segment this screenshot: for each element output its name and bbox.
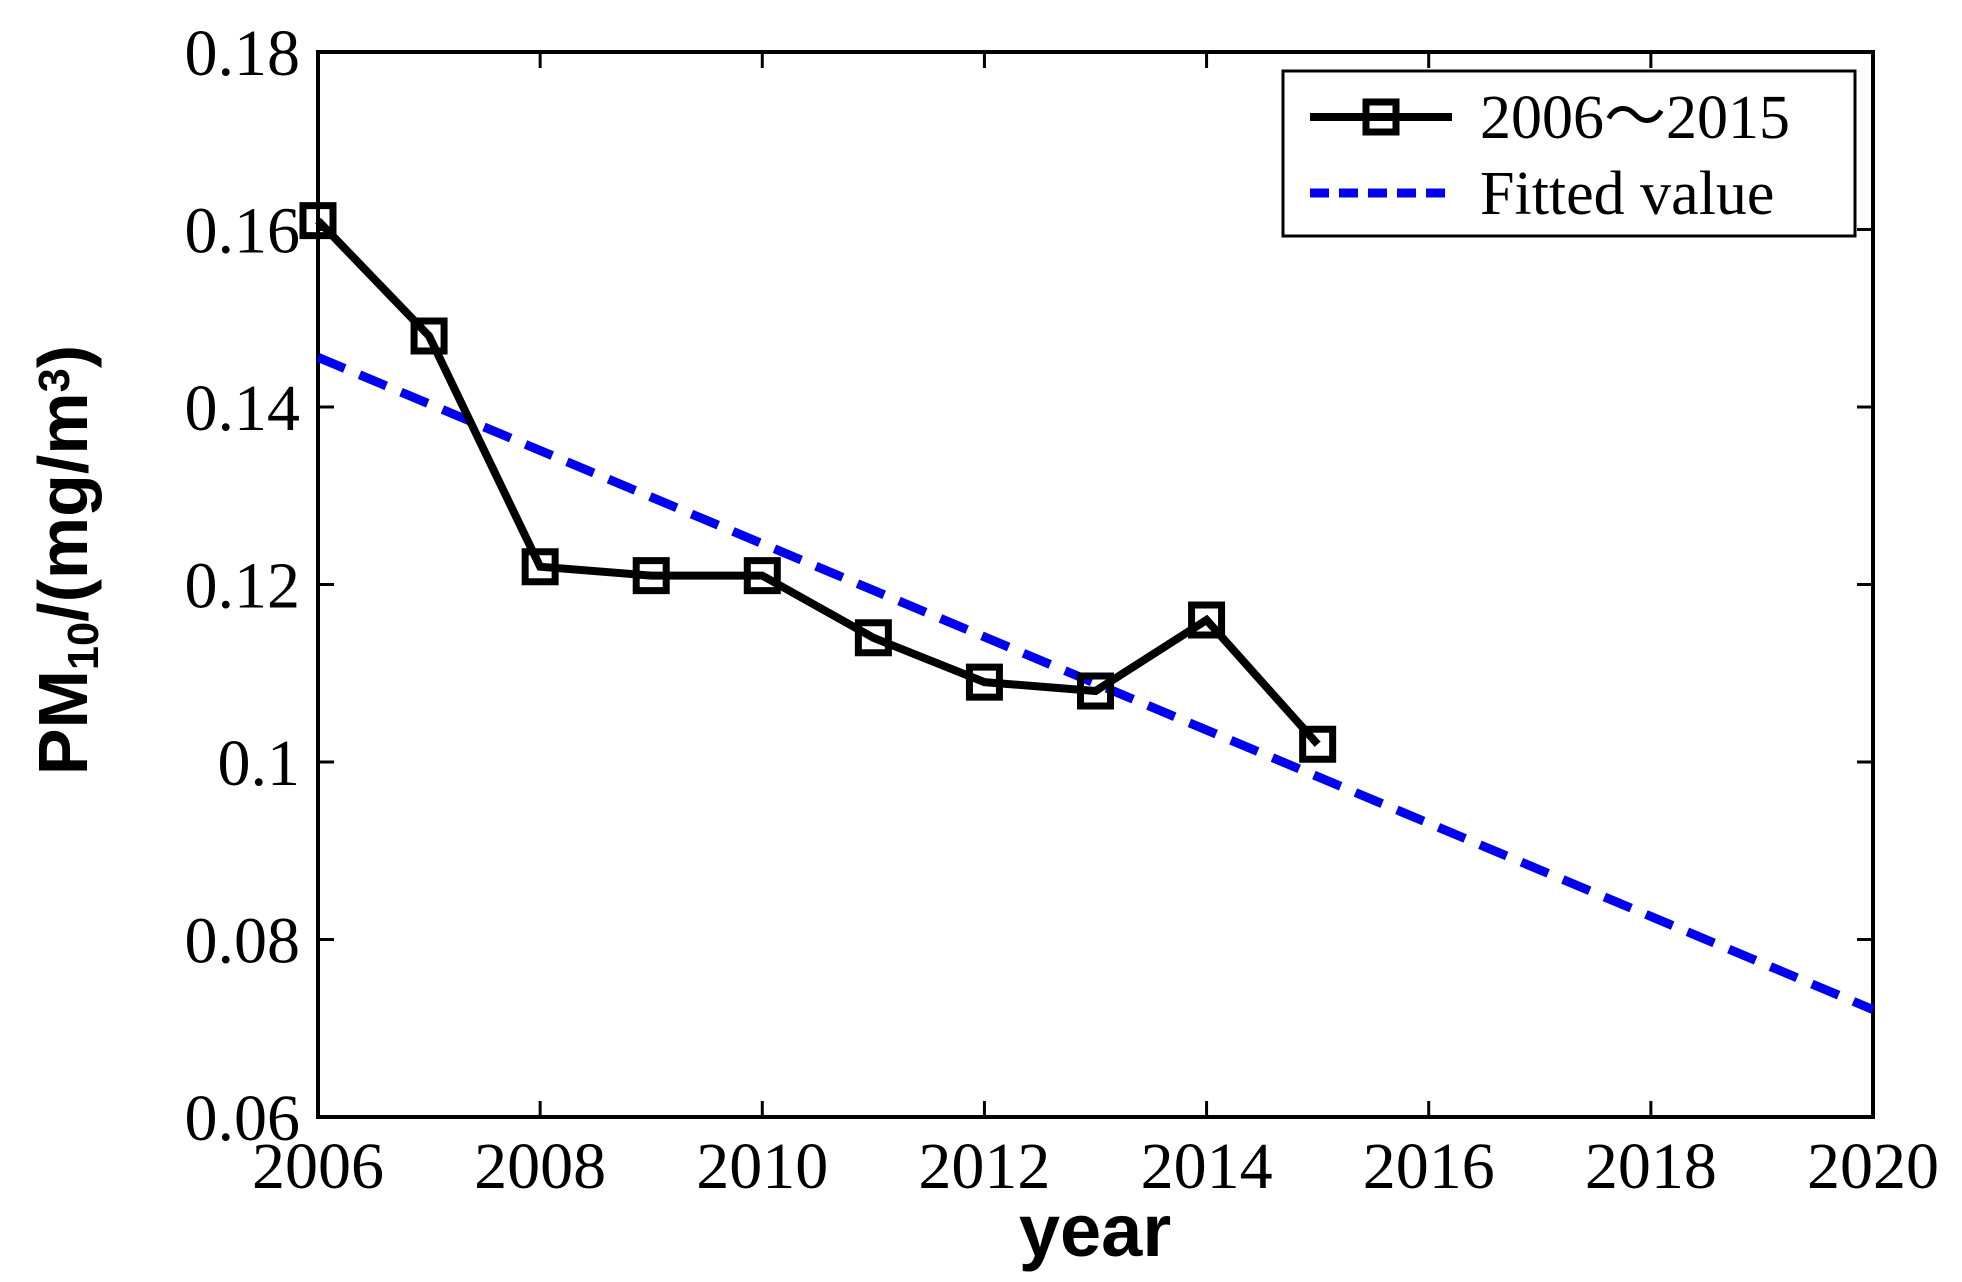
data-point-marker: [743, 557, 781, 595]
pm10-series-line: [315, 217, 1321, 747]
pm10-series-markers: [299, 202, 1337, 763]
legend-series-marker-sample: [1362, 98, 1400, 136]
x-tick-label: 2018: [1585, 1130, 1717, 1203]
x-tick-label: 2016: [1363, 1130, 1495, 1203]
y-axis-title-subscript: 10: [59, 621, 108, 671]
y-axis-title-mid: /(mg/m: [24, 392, 102, 622]
y-axis-title-close: ): [24, 344, 102, 369]
legend-label-series: 2006～2015: [1480, 84, 1790, 152]
legend: 2006～2015 Fitted value: [1281, 69, 1857, 238]
y-axis-ticks: [318, 50, 1873, 1119]
legend-label-fitted: Fitted value: [1480, 160, 1774, 228]
x-tick-label: 2020: [1807, 1130, 1939, 1203]
fitted-value-line: [316, 353, 1875, 1014]
x-tick-label: 2014: [1141, 1130, 1273, 1203]
y-tick-label: 0.12: [185, 550, 301, 623]
y-tick-label: 0.16: [185, 195, 301, 268]
data-point-marker: [1077, 672, 1114, 710]
y-tick-label: 0.08: [185, 905, 301, 978]
x-tick-label: 2012: [918, 1130, 1050, 1203]
x-axis-title: year: [1018, 1189, 1172, 1272]
data-point-marker: [854, 619, 892, 657]
y-axis-title-prefix: PM: [24, 670, 102, 776]
x-axis-tick-labels: 2006 2008 2010 2012 2014 2016 2018 2020: [252, 1130, 1939, 1203]
data-point-marker: [410, 317, 448, 355]
y-tick-label: 0.1: [218, 727, 301, 800]
y-axis-title-superscript: 3: [30, 368, 79, 393]
data-point-marker: [632, 557, 670, 595]
plot-area: 2006 2008 2010 2012 2014 2016 2018 2020 0.060.0…: [185, 17, 1940, 1203]
data-point-marker: [1299, 725, 1337, 763]
y-tick-label: 0.06: [185, 1082, 301, 1155]
data-point-marker: [965, 663, 1003, 701]
y-tick-label: 0.18: [185, 17, 301, 90]
y-axis-title: PM10/(mg/m3): [8, 240, 118, 880]
y-axis-tick-labels: 0.06 0.08 0.1 0.12 0.14 0.16 0.18: [185, 17, 301, 1155]
x-tick-label: 2010: [696, 1130, 828, 1203]
y-tick-label: 0.14: [185, 372, 301, 445]
data-point-marker: [299, 202, 337, 240]
data-point-marker: [1188, 601, 1226, 639]
data-point-marker: [521, 548, 559, 586]
x-tick-label: 2008: [474, 1130, 606, 1203]
x-axis-ticks: [316, 52, 1875, 1117]
x-tick-label: 2006: [252, 1130, 384, 1203]
